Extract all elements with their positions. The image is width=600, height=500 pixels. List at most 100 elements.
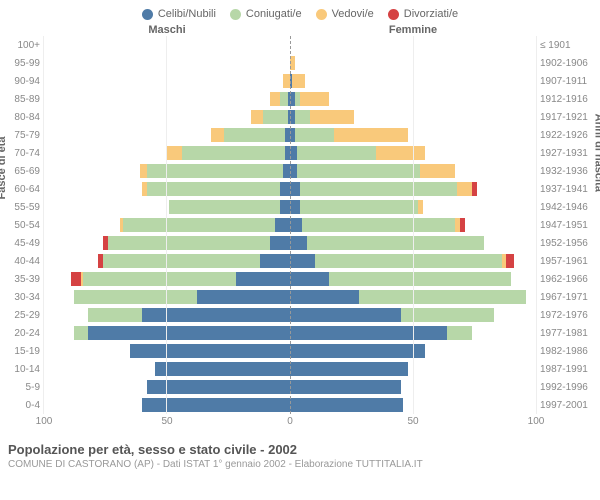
bar-segment [140,164,147,178]
bar-segment [280,182,290,196]
age-label: 80-84 [0,108,40,126]
age-label: 45-49 [0,234,40,252]
plot-area: 100+95-9990-9485-8980-8475-7970-7465-696… [0,36,600,414]
bar-row [44,288,290,306]
bars-area [44,36,536,414]
age-label: 35-39 [0,270,40,288]
bar-segment [251,110,263,124]
age-label: 20-24 [0,324,40,342]
bar-segment [167,146,182,160]
bar-segment [155,362,290,376]
age-label: 5-9 [0,378,40,396]
birth-year-label: 1942-1946 [540,198,600,216]
birth-year-label: 1977-1981 [540,324,600,342]
age-label: 85-89 [0,90,40,108]
bar-segment [88,308,142,322]
bar-row [44,342,290,360]
bar-segment [290,272,329,286]
bar-segment [460,218,465,232]
bar-row [44,198,290,216]
bar-segment [420,164,454,178]
bar-segment [270,92,280,106]
bar-segment [300,200,418,214]
bar-segment [283,74,290,88]
column-headers: Maschi Femmine [0,24,600,36]
bar-segment [263,110,288,124]
bar-segment [290,398,403,412]
age-label: 30-34 [0,288,40,306]
age-label: 100+ [0,36,40,54]
bar-row [44,360,290,378]
legend-swatch [316,9,327,20]
center-divider [290,36,291,414]
bar-segment [300,182,457,196]
bar-segment [290,182,300,196]
bar-row [44,36,290,54]
bar-segment [297,146,376,160]
bar-row [44,378,290,396]
birth-year-label: 1932-1936 [540,162,600,180]
bar-segment [290,164,297,178]
birth-year-label: 1937-1941 [540,180,600,198]
bar-segment [197,290,290,304]
bar-segment [376,146,425,160]
legend-label: Vedovi/e [332,8,374,20]
bar-segment [147,380,290,394]
birth-year-label: 1907-1911 [540,72,600,90]
birth-year-labels: ≤ 19011902-19061907-19111912-19161917-19… [536,36,600,414]
bar-segment [290,308,401,322]
bar-segment [307,236,484,250]
legend-item: Divorziati/e [388,8,458,20]
bar-segment [290,254,315,268]
legend-item: Vedovi/e [316,8,374,20]
x-tick-label: 100 [528,416,545,427]
birth-year-label: 1957-1961 [540,252,600,270]
bar-segment [290,326,447,340]
gridline [43,36,44,414]
gridline [536,36,537,414]
bar-row [44,180,290,198]
legend-item: Celibi/Nubili [142,8,216,20]
bar-segment [359,290,526,304]
bar-row [44,306,290,324]
bar-segment [290,290,359,304]
footer: Popolazione per età, sesso e stato civil… [0,432,600,470]
bar-segment [297,164,420,178]
bar-segment [447,326,472,340]
bar-row [44,144,290,162]
bar-row [44,324,290,342]
legend-swatch [230,9,241,20]
bar-segment [472,182,477,196]
bar-segment [290,200,300,214]
legend-label: Celibi/Nubili [158,8,216,20]
bar-row [44,270,290,288]
bar-segment [236,272,290,286]
bar-segment [334,128,408,142]
birth-year-label: 1922-1926 [540,126,600,144]
bar-segment [71,272,81,286]
male-header: Maschi [44,24,290,36]
x-tick-label: 100 [36,416,53,427]
age-label: 75-79 [0,126,40,144]
bar-segment [74,326,89,340]
bar-segment [310,110,354,124]
birth-year-label: 1947-1951 [540,216,600,234]
age-label: 50-54 [0,216,40,234]
birth-year-label: 1997-2001 [540,396,600,414]
age-label: 65-69 [0,162,40,180]
age-label: 90-94 [0,72,40,90]
legend: Celibi/Nubili Coniugati/e Vedovi/e Divorzia… [0,0,600,24]
age-label: 25-29 [0,306,40,324]
bar-segment [295,128,334,142]
bar-segment [147,164,282,178]
legend-swatch [388,9,399,20]
age-label: 0-4 [0,396,40,414]
legend-item: Coniugati/e [230,8,302,20]
gridline [413,36,414,414]
x-axis: 10050050100 [0,416,600,432]
bar-segment [295,110,310,124]
bar-row [44,162,290,180]
age-label: 40-44 [0,252,40,270]
bar-segment [211,128,223,142]
bar-row [44,90,290,108]
